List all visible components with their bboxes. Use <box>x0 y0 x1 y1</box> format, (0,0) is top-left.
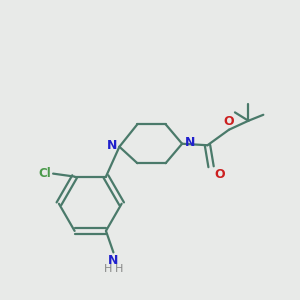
Text: O: O <box>224 115 234 128</box>
Text: N: N <box>184 136 195 149</box>
Text: O: O <box>214 168 225 181</box>
Text: H: H <box>104 264 112 274</box>
Text: H: H <box>115 264 123 274</box>
Text: Cl: Cl <box>39 167 52 180</box>
Text: N: N <box>108 254 118 267</box>
Text: N: N <box>106 139 117 152</box>
